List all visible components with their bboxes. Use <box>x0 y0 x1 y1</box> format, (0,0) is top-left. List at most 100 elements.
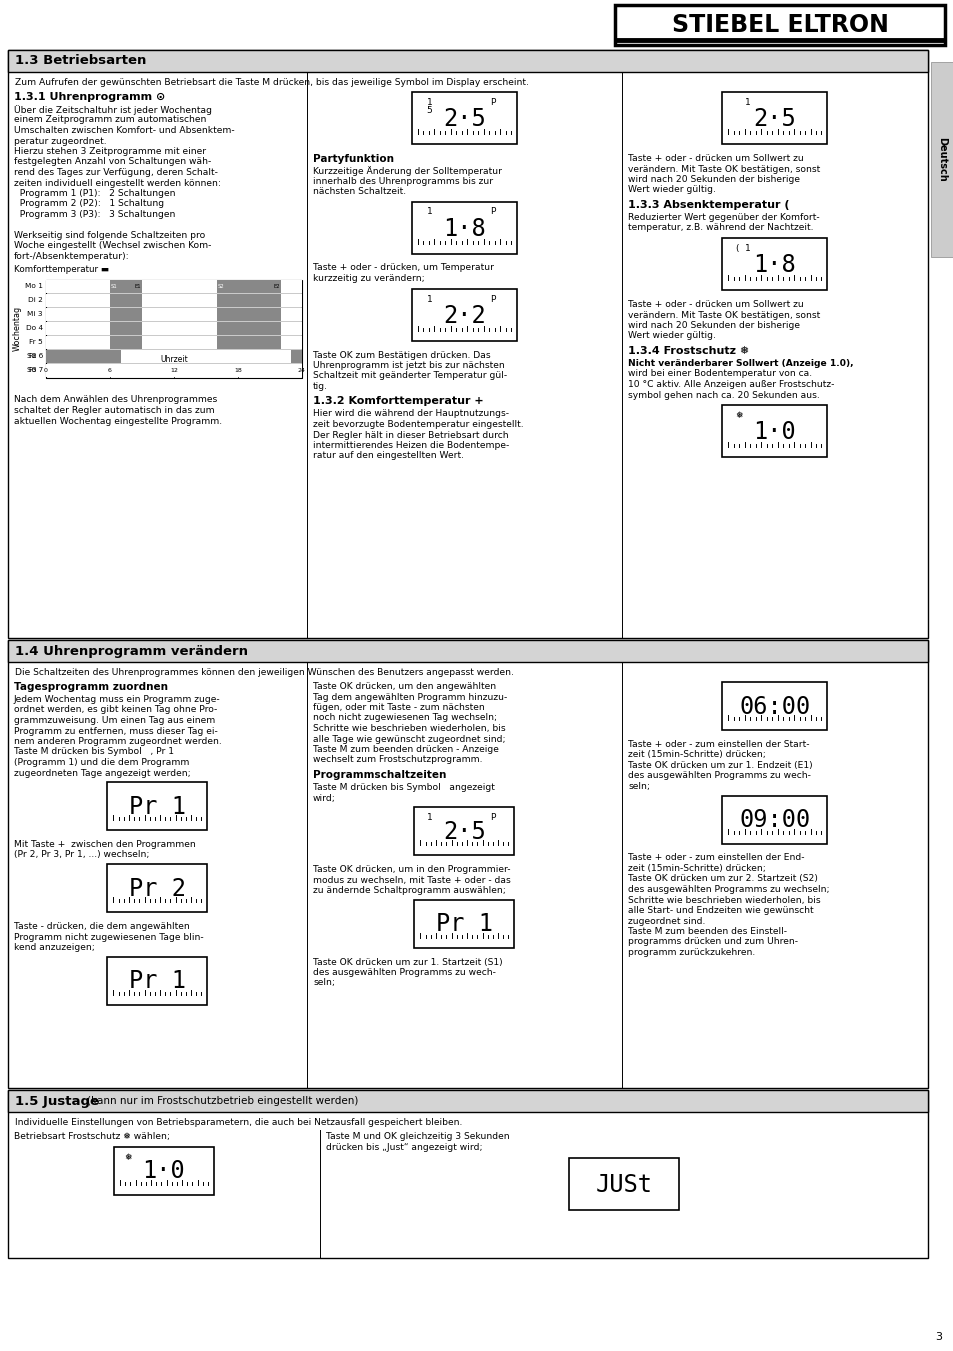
Bar <box>46 308 110 322</box>
Text: drücken bis „Just“ angezeigt wird;: drücken bis „Just“ angezeigt wird; <box>326 1143 482 1151</box>
Text: schaltet der Regler automatisch in das zum: schaltet der Regler automatisch in das z… <box>14 407 214 415</box>
Text: zu ändernde Schaltprogramm auswählen;: zu ändernde Schaltprogramm auswählen; <box>313 886 505 894</box>
Text: Taste + oder - zum einstellen der Start-: Taste + oder - zum einstellen der Start- <box>627 740 809 748</box>
Text: Über die Zeitschaltuhr ist jeder Wochentag: Über die Zeitschaltuhr ist jeder Wochent… <box>14 105 212 115</box>
Text: Taste M und OK gleichzeitig 3 Sekunden: Taste M und OK gleichzeitig 3 Sekunden <box>326 1132 509 1142</box>
Text: ordnet werden, es gibt keinen Tag ohne Pro-: ordnet werden, es gibt keinen Tag ohne P… <box>14 705 217 715</box>
Text: wird nach 20 Sekunden der bisherige: wird nach 20 Sekunden der bisherige <box>627 322 800 330</box>
Text: P2: P2 <box>28 354 36 359</box>
Text: Betriebsart Frostschutz ❅ wählen;: Betriebsart Frostschutz ❅ wählen; <box>14 1132 170 1142</box>
Bar <box>110 295 142 307</box>
Text: 1.5 Justage: 1.5 Justage <box>15 1094 99 1108</box>
Text: 1: 1 <box>744 245 750 253</box>
Text: Woche eingestellt (Wechsel zwischen Kom-: Woche eingestellt (Wechsel zwischen Kom- <box>14 242 212 250</box>
Text: rend des Tages zur Verfügung, deren Schalt-: rend des Tages zur Verfügung, deren Scha… <box>14 168 217 177</box>
Bar <box>110 322 142 335</box>
Bar <box>8 640 927 662</box>
Text: Taste M drücken bis Symbol   , Pr 1: Taste M drücken bis Symbol , Pr 1 <box>14 747 173 757</box>
Bar <box>721 92 826 145</box>
Text: Programmschaltzeiten: Programmschaltzeiten <box>313 770 446 780</box>
Text: des ausgewählten Programms zu wech-: des ausgewählten Programms zu wech- <box>627 771 810 781</box>
Text: (kann nur im Frostschutzbetrieb eingestellt werden): (kann nur im Frostschutzbetrieb eingeste… <box>87 1096 358 1106</box>
Text: Nicht veränderbarer Sollwert (Anzeige 1.0),: Nicht veränderbarer Sollwert (Anzeige 1.… <box>627 359 853 367</box>
Bar <box>216 336 280 349</box>
Bar <box>46 350 120 363</box>
Text: verändern. Mit Taste OK bestätigen, sonst: verändern. Mit Taste OK bestätigen, sons… <box>627 165 820 173</box>
Text: JUSt: JUSt <box>595 1173 652 1197</box>
Text: tig.: tig. <box>313 382 328 390</box>
Text: modus zu wechseln, mit Taste + oder - das: modus zu wechseln, mit Taste + oder - da… <box>313 875 510 885</box>
Text: (: ( <box>734 245 738 253</box>
Text: peratur zugeordnet.: peratur zugeordnet. <box>14 136 107 146</box>
Bar <box>280 295 302 307</box>
Text: ratur auf den eingestellten Wert.: ratur auf den eingestellten Wert. <box>313 451 463 461</box>
Text: Uhrzeit: Uhrzeit <box>160 355 188 365</box>
Bar <box>110 280 142 293</box>
Text: 1·8: 1·8 <box>753 253 796 277</box>
Text: noch nicht zugewiesenen Tag wechseln;: noch nicht zugewiesenen Tag wechseln; <box>313 713 497 723</box>
Text: verändern. Mit Taste OK bestätigen, sonst: verändern. Mit Taste OK bestätigen, sons… <box>627 311 820 319</box>
Text: 5: 5 <box>426 105 432 115</box>
Text: Taste OK zum Bestätigen drücken. Das: Taste OK zum Bestätigen drücken. Das <box>313 350 490 359</box>
Text: Tag dem angewählten Programm hinzuzu-: Tag dem angewählten Programm hinzuzu- <box>313 693 507 701</box>
Text: Wert wieder gültig.: Wert wieder gültig. <box>627 331 715 340</box>
Text: wird;: wird; <box>313 793 335 802</box>
Text: S2: S2 <box>217 284 224 289</box>
Text: Taste M drücken bis Symbol   angezeigt: Taste M drücken bis Symbol angezeigt <box>313 784 495 792</box>
Bar <box>120 350 291 363</box>
Text: Taste + oder - drücken um Sollwert zu: Taste + oder - drücken um Sollwert zu <box>627 154 803 163</box>
Text: 1: 1 <box>426 813 432 821</box>
Bar <box>142 295 216 307</box>
Text: alle Tage wie gewünscht zugeordnet sind;: alle Tage wie gewünscht zugeordnet sind; <box>313 735 505 743</box>
Text: P3: P3 <box>28 367 36 373</box>
Text: Taste OK drücken, um in den Programmier-: Taste OK drücken, um in den Programmier- <box>313 865 510 874</box>
Text: seln;: seln; <box>313 978 335 988</box>
Text: E2: E2 <box>273 284 279 289</box>
Bar <box>280 308 302 322</box>
Text: Schaltzeit mit geänderter Temperatur gül-: Schaltzeit mit geänderter Temperatur gül… <box>313 372 507 381</box>
Bar <box>46 363 302 377</box>
Text: 1.3.4 Frostschutz ❅: 1.3.4 Frostschutz ❅ <box>627 346 748 357</box>
Bar <box>721 405 826 457</box>
Text: (Programm 1) und die dem Programm: (Programm 1) und die dem Programm <box>14 758 190 767</box>
Text: Programm 2 (P2):   1 Schaltung: Programm 2 (P2): 1 Schaltung <box>14 200 164 208</box>
Text: des ausgewählten Programms zu wech-: des ausgewählten Programms zu wech- <box>313 969 496 977</box>
Bar <box>412 92 517 145</box>
Bar <box>615 5 944 45</box>
Text: programm zurückzukehren.: programm zurückzukehren. <box>627 948 755 957</box>
Text: Uhrenprogramm ist jetzt bis zur nächsten: Uhrenprogramm ist jetzt bis zur nächsten <box>313 361 504 370</box>
Text: zeit bevorzugte Bodentemperatur eingestellt.: zeit bevorzugte Bodentemperatur eingeste… <box>313 420 523 430</box>
Text: Reduzierter Wert gegenüber der Komfort-: Reduzierter Wert gegenüber der Komfort- <box>627 213 819 222</box>
Text: Nach dem Anwählen des Uhrenprogrammes: Nach dem Anwählen des Uhrenprogrammes <box>14 396 217 404</box>
Text: aktuellen Wochentag eingestellte Programm.: aktuellen Wochentag eingestellte Program… <box>14 416 222 426</box>
Bar <box>412 201 517 254</box>
Bar <box>110 336 142 349</box>
Text: kend anzuzeigen;: kend anzuzeigen; <box>14 943 94 952</box>
Text: Hierzu stehen 3 Zeitprogramme mit einer: Hierzu stehen 3 Zeitprogramme mit einer <box>14 147 206 155</box>
Text: Partyfunktion: Partyfunktion <box>313 154 394 163</box>
Text: Taste OK drücken um zur 2. Startzeit (S2): Taste OK drücken um zur 2. Startzeit (S2… <box>627 874 817 884</box>
Text: 3: 3 <box>934 1332 941 1342</box>
Text: 1: 1 <box>744 99 750 107</box>
Text: 18: 18 <box>233 367 242 373</box>
Bar <box>8 1090 927 1112</box>
Text: Umschalten zwischen Komfort- und Absenktem-: Umschalten zwischen Komfort- und Absenkt… <box>14 126 234 135</box>
Text: Individuelle Einstellungen von Betriebsparametern, die auch bei Netzausfall gesp: Individuelle Einstellungen von Betriebsp… <box>15 1119 462 1127</box>
Text: innerhalb des Uhrenprogramms bis zur: innerhalb des Uhrenprogramms bis zur <box>313 177 493 185</box>
Text: Taste + oder - drücken, um Temperatur: Taste + oder - drücken, um Temperatur <box>313 263 494 273</box>
Bar <box>8 50 927 72</box>
Bar <box>721 796 826 843</box>
Bar <box>930 62 952 257</box>
Text: ❅: ❅ <box>124 1152 132 1162</box>
Text: festgelegten Anzahl von Schaltungen wäh-: festgelegten Anzahl von Schaltungen wäh- <box>14 158 211 166</box>
Bar <box>216 308 280 322</box>
Text: 1: 1 <box>426 295 432 304</box>
Text: Kurzzeitige Änderung der Solltemperatur: Kurzzeitige Änderung der Solltemperatur <box>313 166 501 176</box>
Text: Mit Taste +  zwischen den Programmen: Mit Taste + zwischen den Programmen <box>14 840 195 848</box>
Text: des ausgewählten Programms zu wechseln;: des ausgewählten Programms zu wechseln; <box>627 885 828 894</box>
Bar <box>414 900 514 947</box>
Bar <box>280 322 302 335</box>
Text: Hier wird die während der Hauptnutzungs-: Hier wird die während der Hauptnutzungs- <box>313 409 509 419</box>
Text: symbol gehen nach ca. 20 Sekunden aus.: symbol gehen nach ca. 20 Sekunden aus. <box>627 390 819 400</box>
Bar <box>108 865 208 912</box>
